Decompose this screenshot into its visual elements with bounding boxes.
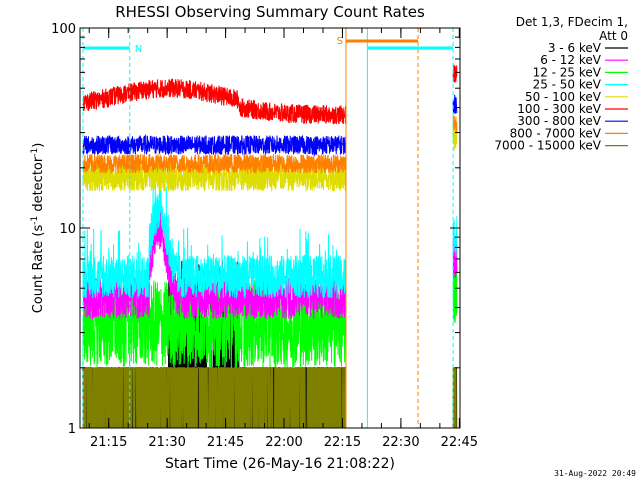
series-line bbox=[452, 115, 458, 133]
legend-header-line2: Att 0 bbox=[599, 29, 628, 43]
x-tick-label: 21:30 bbox=[148, 435, 185, 450]
annotation-label: S bbox=[337, 36, 343, 47]
y-tick-label: 10 bbox=[59, 222, 76, 237]
y-tick-label: 100 bbox=[51, 22, 76, 37]
legend-entry-label: 300 - 800 keV bbox=[517, 114, 601, 128]
series-line bbox=[452, 367, 457, 429]
series-line bbox=[82, 152, 347, 175]
series-25-50-keV-trace bbox=[82, 161, 458, 299]
series-line bbox=[452, 64, 458, 83]
series-line bbox=[82, 162, 347, 192]
annotations-layer: NS bbox=[83, 36, 454, 55]
series-line bbox=[82, 78, 347, 125]
legend-header-line1: Det 1,3, FDecim 1, bbox=[516, 15, 628, 29]
legend-entry-label: 7000 - 15000 keV bbox=[494, 139, 601, 153]
chart-title: RHESSI Observing Summary Count Rates bbox=[115, 3, 425, 21]
legend-entry-label: 12 - 25 keV bbox=[533, 65, 602, 79]
series-800-7000-keV-trace bbox=[82, 115, 458, 175]
legend-entry-label: 6 - 12 keV bbox=[540, 53, 602, 67]
series-line bbox=[82, 133, 347, 157]
x-tick-label: 22:00 bbox=[265, 435, 302, 450]
x-tick-label: 21:15 bbox=[90, 435, 127, 450]
annotation-label: N bbox=[135, 44, 142, 55]
legend-entry-label: 800 - 7000 keV bbox=[510, 126, 602, 140]
legend-entry-label: 100 - 300 keV bbox=[517, 102, 601, 116]
legend-entry-label: 50 - 100 keV bbox=[525, 90, 602, 104]
x-tick-label: 22:45 bbox=[441, 435, 478, 450]
x-tick-label: 22:15 bbox=[324, 435, 361, 450]
series-300-800-keV-trace bbox=[82, 94, 458, 157]
series-line bbox=[452, 215, 458, 257]
x-tick-label: 22:30 bbox=[382, 435, 419, 450]
y-axis-label: Count Rate (s-1 detector-1) bbox=[30, 143, 46, 314]
axis-layer: 1 10 100 21:15 21:30 21:45 22:00 22:15 22:30 22:4… bbox=[51, 22, 478, 450]
y-tick-label: 1 bbox=[68, 422, 76, 437]
footer-date: 31-Aug-2022 20:49 bbox=[554, 469, 636, 478]
series-100-300-keV-trace bbox=[82, 64, 458, 125]
legend-entry-label: 25 - 50 keV bbox=[533, 78, 602, 92]
legend-entry-label: 3 - 6 keV bbox=[548, 41, 602, 55]
x-axis-label: Start Time (26-May-16 21:08:22) bbox=[165, 456, 395, 472]
series-line bbox=[82, 161, 347, 299]
series-line bbox=[452, 94, 458, 114]
x-tick-label: 21:45 bbox=[207, 435, 244, 450]
